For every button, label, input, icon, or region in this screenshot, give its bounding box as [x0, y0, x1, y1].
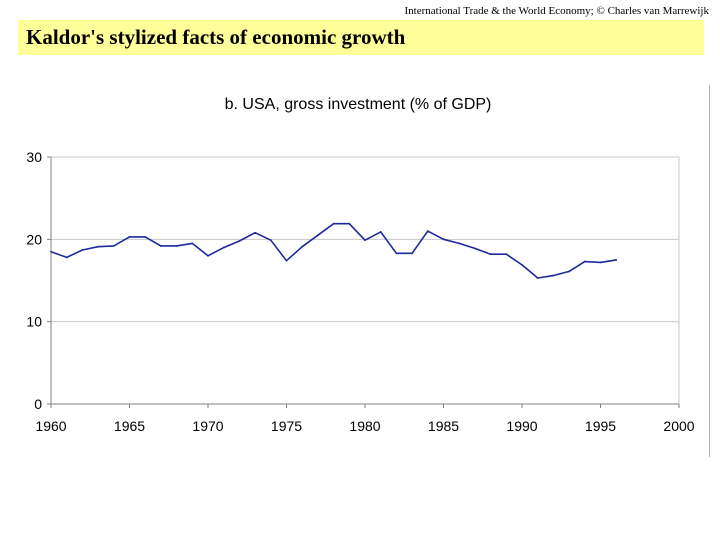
data-point-1972: [238, 240, 241, 242]
y-tick-label-0: 0: [34, 396, 42, 412]
data-point-1988: [489, 253, 492, 256]
data-point-1971: [222, 246, 225, 249]
chart-title: b. USA, gross investment (% of GDP): [225, 96, 492, 113]
x-tick-label-1980: 1980: [349, 418, 380, 434]
axis-layer: [47, 156, 680, 408]
data-point-1963: [97, 245, 99, 248]
data-point-1975: [285, 259, 288, 262]
data-point-1964: [112, 245, 115, 247]
data-point-1980: [364, 239, 366, 242]
grid-layer: [51, 156, 680, 404]
title-banner: Kaldor's stylized facts of economic grow…: [18, 20, 704, 55]
x-tick-label-1985: 1985: [428, 418, 459, 434]
tick-layer: 0 10 20 30 1960 1965 1970 1975 1980 1985 1990 1995 2…: [26, 149, 694, 434]
x-tick-label-2000: 2000: [663, 418, 694, 434]
series-line-0: [50, 222, 617, 279]
data-point-1996: [615, 259, 618, 261]
data-point-1984: [426, 230, 429, 233]
data-point-1962: [81, 249, 84, 251]
data-point-1976: [301, 245, 304, 248]
y-tick-label-30: 30: [26, 149, 42, 165]
data-point-1973: [254, 231, 256, 234]
data-point-1994: [583, 260, 586, 263]
data-point-1960: [50, 250, 52, 253]
x-tick-label-1960: 1960: [35, 418, 66, 434]
data-point-1961: [65, 256, 68, 259]
data-point-1989: [505, 253, 508, 256]
data-point-1965: [128, 235, 131, 238]
data-point-1970: [207, 254, 209, 257]
data-point-1993: [568, 270, 570, 273]
data-point-1982: [395, 252, 398, 255]
credit-line: International Trade & the World Economy;…: [404, 5, 709, 17]
data-point-1977: [317, 234, 319, 237]
series-layer: [50, 222, 618, 279]
x-tick-label-1995: 1995: [585, 418, 616, 434]
data-point-1974: [269, 239, 272, 242]
slide-title: Kaldor's stylized facts of economic grow…: [26, 25, 406, 49]
data-point-1991: [536, 277, 539, 279]
x-tick-label-1990: 1990: [506, 418, 537, 434]
x-tick-label-1970: 1970: [192, 418, 223, 434]
data-point-1983: [411, 252, 413, 255]
data-point-1985: [442, 238, 445, 241]
divider-rule: [709, 85, 710, 457]
data-point-1987: [474, 247, 476, 250]
y-tick-label-10: 10: [26, 314, 42, 330]
y-tick-label-20: 20: [26, 231, 42, 247]
data-point-1967: [160, 245, 162, 247]
data-point-1978: [332, 222, 335, 225]
data-point-1990: [521, 263, 523, 266]
data-point-1966: [144, 235, 147, 238]
data-point-1969: [191, 242, 194, 245]
data-point-1981: [379, 231, 382, 233]
data-point-1986: [458, 242, 461, 245]
x-tick-label-1975: 1975: [271, 418, 302, 434]
data-point-1979: [348, 222, 351, 225]
data-point-1968: [175, 245, 178, 247]
data-point-1992: [552, 274, 555, 277]
x-tick-label-1965: 1965: [114, 418, 145, 434]
data-point-1995: [599, 261, 602, 264]
